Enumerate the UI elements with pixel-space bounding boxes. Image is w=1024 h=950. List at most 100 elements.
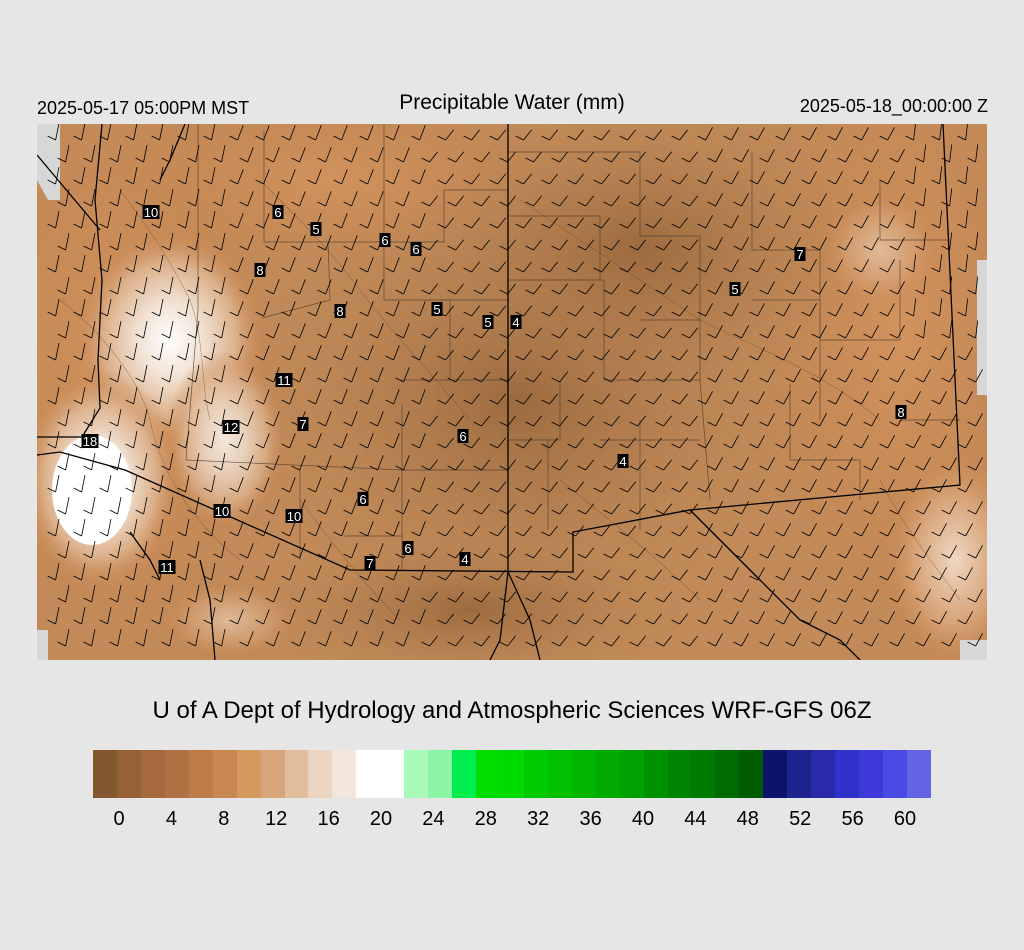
- wind-barb-shaft: [299, 235, 306, 251]
- wind-barb-shaft: [523, 481, 533, 493]
- wind-barb-shaft: [949, 589, 957, 603]
- wind-barb-shaft: [497, 305, 507, 317]
- wind-barb-shaft: [975, 144, 979, 163]
- wind-barb-flag: [109, 245, 118, 251]
- colorbar-segment: [188, 750, 213, 798]
- wind-barb-flag: [603, 553, 612, 559]
- wind-barb-flag: [203, 267, 212, 273]
- wind-barb-shaft: [809, 347, 817, 361]
- wind-barb-flag: [655, 641, 664, 647]
- wind-barb-shaft: [91, 277, 96, 295]
- wind-barb-flag: [603, 157, 612, 163]
- wind-barb-shaft: [159, 475, 164, 493]
- wind-barb-shaft: [117, 145, 122, 163]
- wind-barb-shaft: [351, 367, 358, 383]
- wind-barb-flag: [525, 553, 534, 559]
- wind-barb-flag: [879, 531, 888, 537]
- wind-barb-shaft: [679, 305, 689, 317]
- colorbar-tick-label: 4: [165, 808, 177, 830]
- wind-barb-shaft: [793, 589, 801, 603]
- wind-barb-flag: [931, 575, 940, 581]
- wind-barb-flag: [317, 553, 326, 559]
- wind-barb-flag: [707, 377, 716, 383]
- wind-barb-flag: [385, 223, 394, 229]
- wind-barb-shaft: [627, 173, 637, 185]
- wind-barb-shaft: [975, 633, 983, 647]
- wind-barb-flag: [213, 597, 222, 603]
- wind-barb-shaft: [611, 547, 621, 559]
- wind-barb-shaft: [705, 303, 713, 317]
- wind-barb-shaft: [273, 455, 280, 471]
- wind-barb-shaft: [429, 371, 439, 383]
- wind-barb-shaft: [679, 349, 689, 361]
- wind-barb-flag: [697, 267, 706, 273]
- wind-barb-shaft: [497, 349, 507, 361]
- wind-barb-shaft: [445, 261, 455, 273]
- wind-barb-flag: [447, 289, 456, 295]
- wind-barb-flag: [801, 443, 810, 449]
- wind-barb-flag: [255, 575, 264, 581]
- wind-barb-flag: [749, 355, 758, 361]
- wind-barb-shaft: [715, 281, 723, 295]
- wind-barb-flag: [515, 311, 524, 317]
- wind-barb-shaft: [299, 587, 306, 603]
- wind-barb-flag: [837, 509, 846, 515]
- contour-label-box: [272, 205, 284, 219]
- wind-barb-flag: [733, 377, 742, 383]
- wind-barb-shaft: [715, 501, 723, 515]
- wind-barb-flag: [941, 157, 950, 163]
- wind-barb-flag: [57, 421, 66, 427]
- wind-barb-flag: [411, 487, 420, 493]
- colorbar-segment: [906, 750, 931, 798]
- wind-barb-flag: [447, 421, 456, 427]
- wind-barb-flag: [567, 355, 576, 361]
- wind-barb-shaft: [757, 567, 765, 581]
- wind-barb-flag: [801, 355, 810, 361]
- wind-barb-shaft: [627, 261, 637, 273]
- wind-barb-shaft: [419, 345, 426, 361]
- wind-barb-flag: [931, 487, 940, 493]
- wind-barb-shaft: [429, 459, 439, 471]
- wind-barb-shaft: [923, 320, 927, 339]
- wind-barb-shaft: [585, 459, 595, 471]
- wind-barb-flag: [307, 619, 316, 625]
- wind-barb-shaft: [65, 233, 70, 251]
- wind-barb-shaft: [887, 479, 895, 493]
- wind-barb-flag: [291, 377, 300, 383]
- wind-barb-shaft: [481, 151, 491, 163]
- wind-barb-flag: [759, 465, 768, 471]
- colorbar-tick-label: 56: [841, 808, 864, 830]
- wind-barb-shaft: [471, 569, 481, 581]
- wind-barb-flag: [489, 135, 498, 141]
- wind-barb-shaft: [247, 235, 254, 251]
- wind-barb-flag: [83, 509, 92, 515]
- wind-barb-flag: [827, 531, 836, 537]
- wind-barb-shaft: [91, 189, 96, 207]
- wind-barb-flag: [915, 201, 924, 207]
- wind-barb-shaft: [897, 237, 905, 251]
- wind-barb-shaft: [351, 587, 358, 603]
- wind-barb-flag: [837, 201, 846, 207]
- wind-barb-shaft: [679, 129, 689, 141]
- wind-barb-flag: [707, 597, 716, 603]
- wind-barb-shaft: [585, 283, 595, 295]
- map-title: Precipitable Water (mm): [399, 91, 625, 114]
- wind-barb-flag: [723, 443, 732, 449]
- wind-barb-shaft: [81, 387, 86, 405]
- wind-barb-flag: [645, 531, 654, 537]
- wind-barb-shaft: [601, 305, 611, 317]
- wind-barb-shaft: [559, 459, 569, 471]
- wind-barb-shaft: [705, 523, 713, 537]
- wind-barb-flag: [837, 333, 846, 339]
- wind-barb-flag: [473, 553, 482, 559]
- wind-barb-shaft: [325, 543, 332, 559]
- wind-barb-shaft: [237, 169, 244, 185]
- wind-barb-shaft: [65, 585, 70, 603]
- wind-barb-flag: [967, 157, 976, 163]
- wind-barb-shaft: [611, 635, 621, 647]
- wind-barb-flag: [73, 399, 82, 405]
- wind-barb-flag: [697, 487, 706, 493]
- wind-barb-flag: [473, 509, 482, 515]
- wind-barb-shaft: [549, 437, 559, 449]
- wind-barb-flag: [57, 509, 66, 515]
